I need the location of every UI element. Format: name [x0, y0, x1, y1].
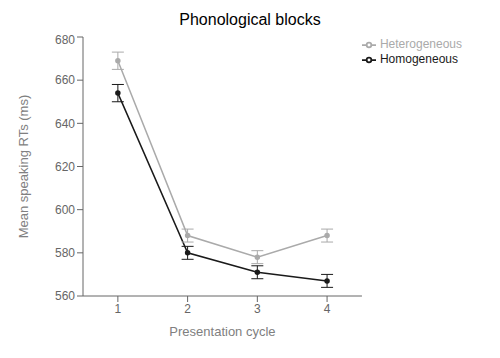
- svg-text:4: 4: [324, 302, 331, 316]
- svg-text:580: 580: [55, 246, 75, 260]
- svg-text:3: 3: [254, 302, 261, 316]
- svg-text:640: 640: [55, 117, 75, 131]
- svg-text:660: 660: [55, 73, 75, 87]
- svg-text:1: 1: [115, 302, 122, 316]
- svg-text:600: 600: [55, 203, 75, 217]
- svg-text:560: 560: [55, 289, 75, 303]
- html-text:Phonological blocks: Phonological blocks: [179, 11, 321, 28]
- html-text:Heterogeneous: Heterogeneous: [379, 37, 462, 51]
- svg-text:Mean speaking RTs (ms): Mean speaking RTs (ms): [16, 95, 31, 239]
- html-text:Homogeneous: Homogeneous: [379, 51, 458, 66]
- svg-text:680: 680: [55, 33, 75, 47]
- svg-text:Presentation cycle: Presentation cycle: [169, 324, 275, 339]
- svg-text:620: 620: [55, 160, 75, 174]
- svg-text:2: 2: [184, 302, 191, 316]
